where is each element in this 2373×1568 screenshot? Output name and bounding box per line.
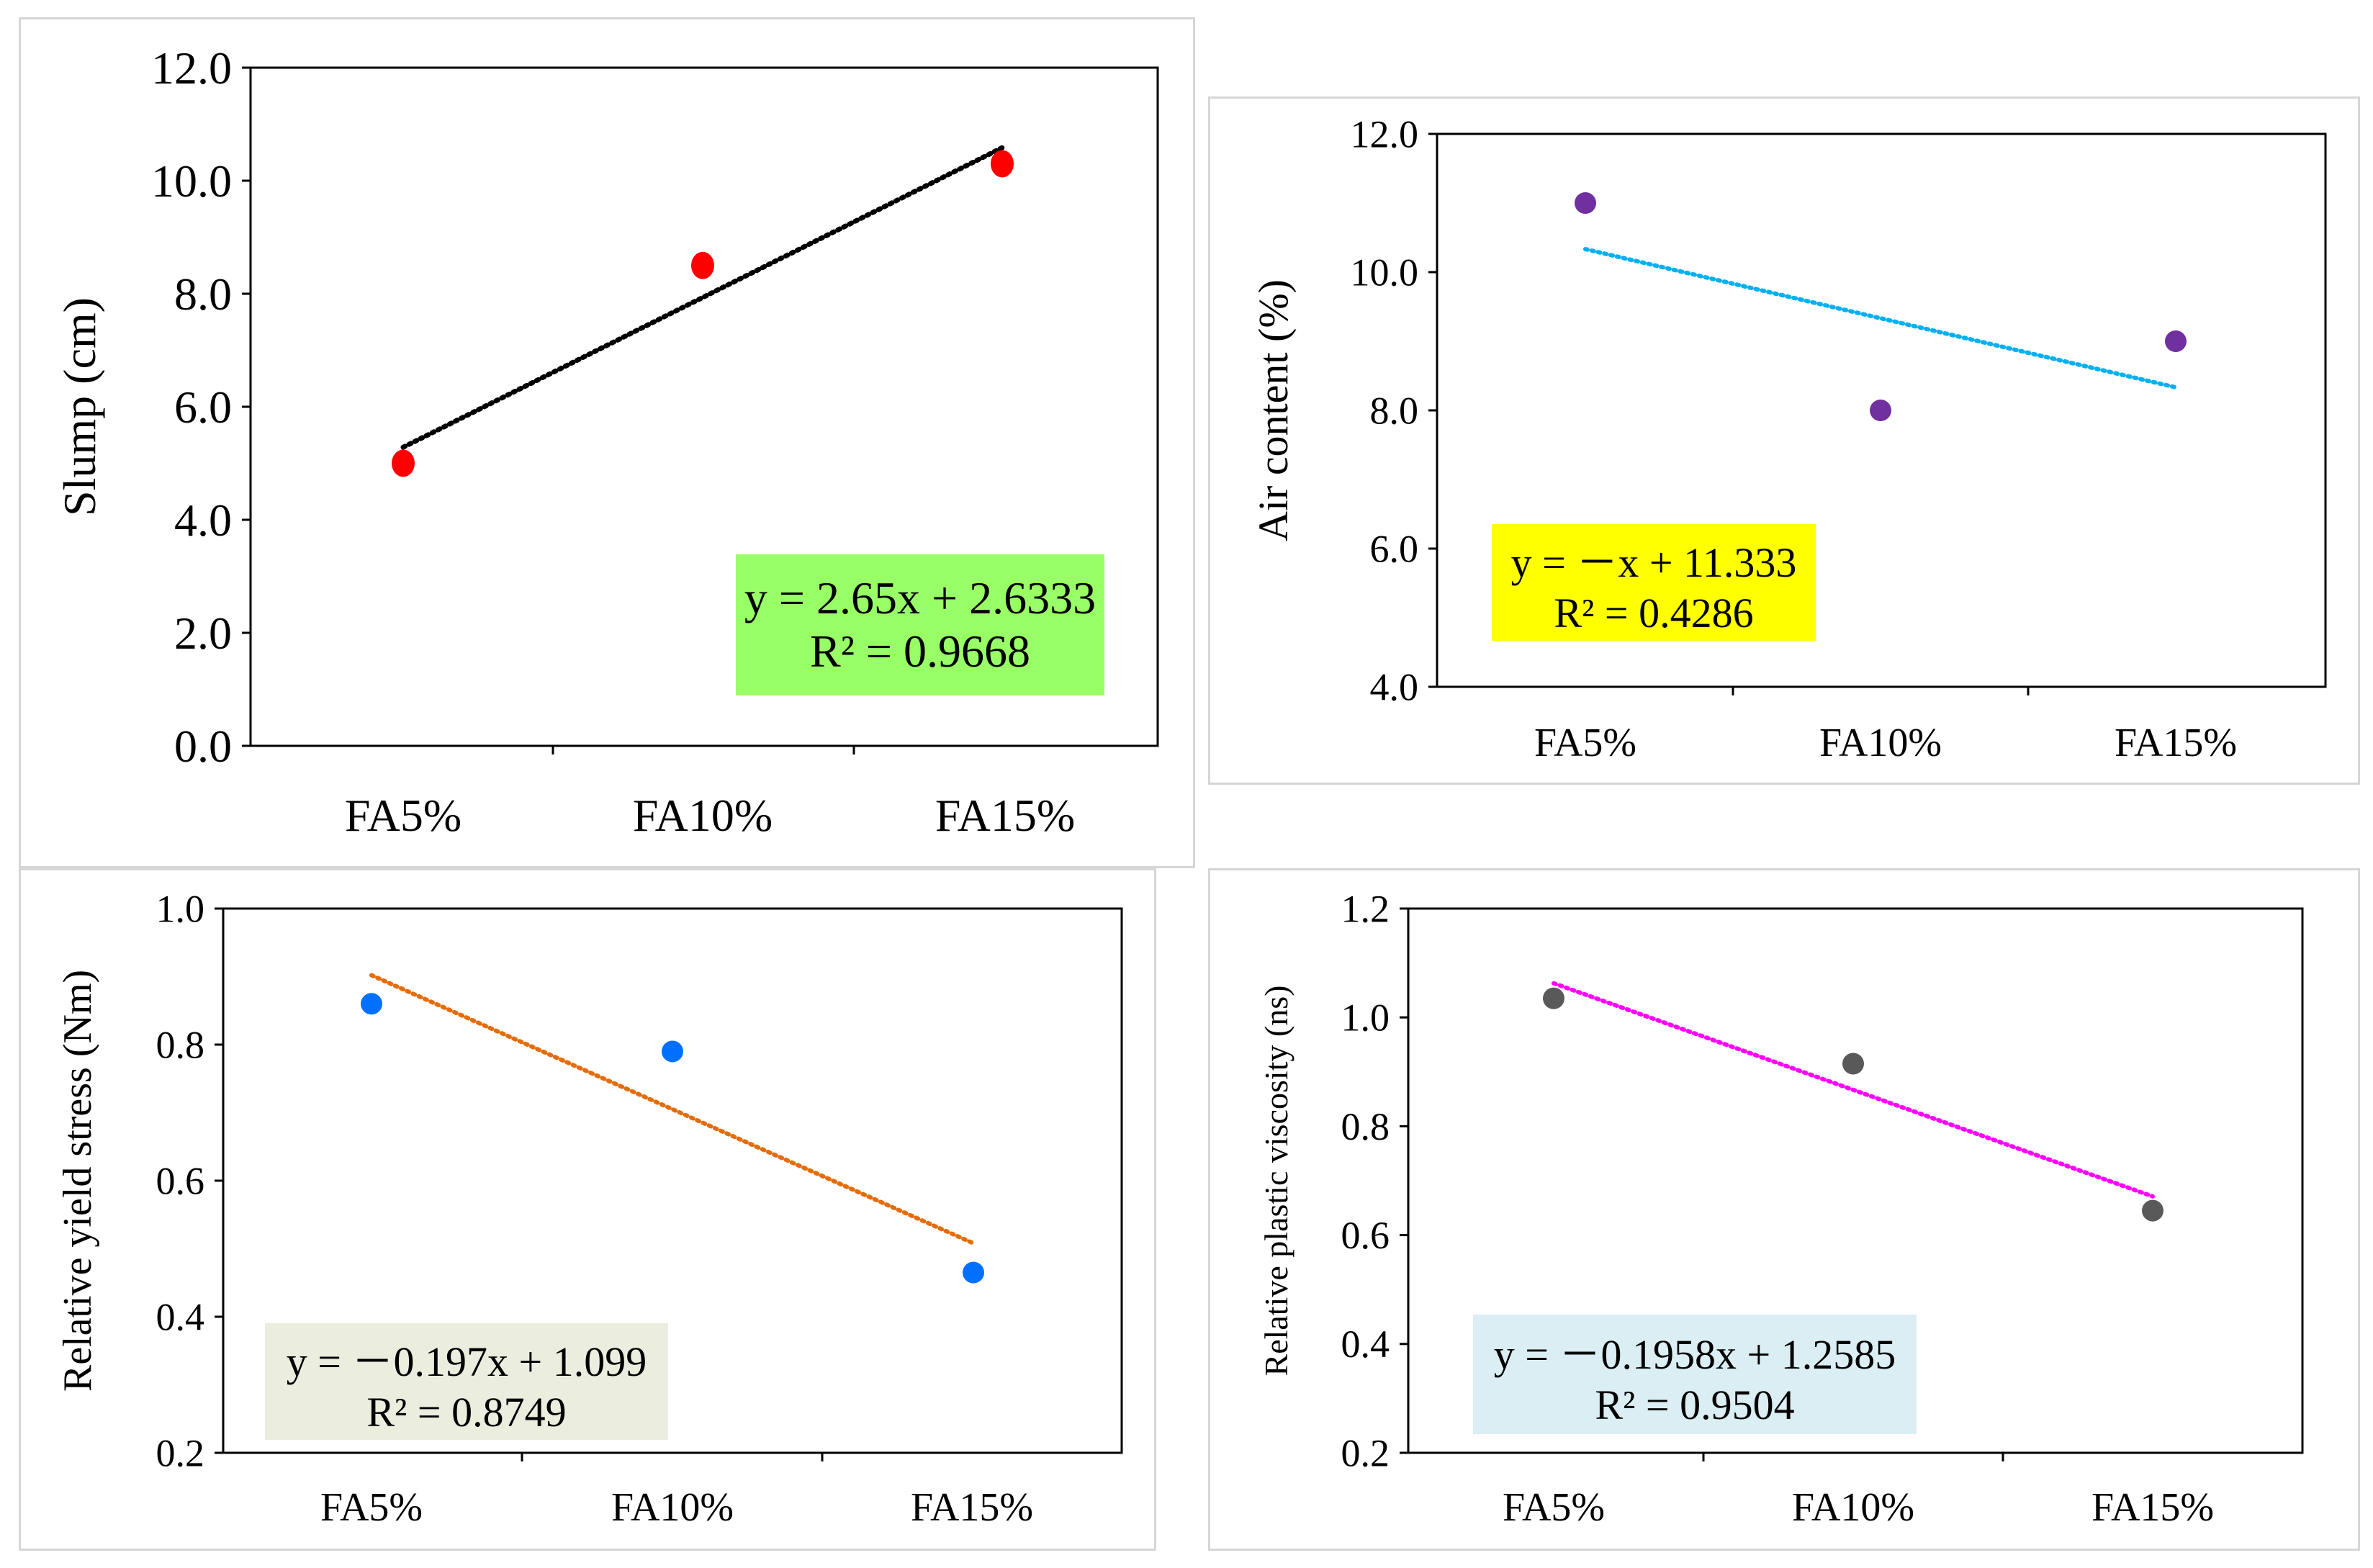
slump-x-category-label: FA15% (935, 790, 1075, 841)
slump-y-tick-label: 2.0 (174, 608, 232, 659)
yield-stress-y-axis-title: Relative yield stress (Nm) (55, 970, 100, 1392)
slump-y-tick-label: 12.0 (151, 42, 232, 94)
slump-y-tick-label: 0.0 (174, 721, 232, 772)
yield-stress-y-tick-label: 0.8 (156, 1023, 205, 1066)
yield-stress-x-category-label: FA5% (320, 1485, 423, 1530)
plastic-viscosity-data-point (1543, 987, 1564, 1009)
slump-x-category-label: FA5% (345, 790, 461, 841)
air-content-data-point (1870, 400, 1891, 421)
slump-x-category-label: FA10% (633, 790, 773, 841)
plastic-viscosity-y-tick-label: 0.8 (1341, 1105, 1390, 1148)
air-content-x-category-label: FA10% (1819, 721, 1942, 765)
plastic-viscosity-chart-panel (1208, 868, 2360, 1551)
plastic-viscosity-plot-area (1407, 907, 2304, 1454)
slump-y-tick-label: 4.0 (174, 495, 232, 546)
air-content-x-category-label: FA15% (2115, 721, 2237, 765)
plastic-viscosity-y-axis-title: Relative plastic viscosity (ns) (1258, 986, 1294, 1376)
slump-y-tick-label: 8.0 (174, 269, 232, 320)
plastic-viscosity-y-tick-label: 1.2 (1341, 887, 1390, 930)
air-content-chart-panel (1208, 96, 2360, 785)
yield-stress-trendline (369, 973, 976, 1245)
air-content-y-tick-label: 8.0 (1370, 389, 1419, 432)
slump-equation-box: y = 2.65x + 2.6333 R² = 0.9668 (736, 554, 1104, 695)
plastic-viscosity-r2: R² = 0.9504 (1595, 1381, 1795, 1428)
plastic-viscosity-trendline (1552, 981, 2155, 1199)
yield-stress-y-tick-label: 0.2 (156, 1431, 205, 1474)
yield-stress-data-point (361, 993, 382, 1015)
air-content-y-tick-label: 10.0 (1351, 251, 1419, 294)
air-content-y-axis-title: Air content (%) (1250, 279, 1297, 541)
yield-stress-equation-box: y = －0.197x + 1.099 R² = 0.8749 (265, 1323, 668, 1440)
air-content-r2: R² = 0.4286 (1554, 589, 1754, 636)
plastic-viscosity-equation-box: y = －0.1958x + 1.2585 R² = 0.9504 (1473, 1315, 1917, 1434)
air-content-y-tick-label: 4.0 (1370, 665, 1419, 708)
slump-y-tick-label: 6.0 (174, 382, 232, 433)
slump-r2: R² = 0.9668 (810, 626, 1030, 677)
air-content-equation-box: y = －x + 11.333 R² = 0.4286 (1492, 524, 1816, 641)
air-content-trendline (1583, 247, 2178, 390)
yield-stress-y-tick-label: 0.6 (156, 1159, 205, 1202)
plastic-viscosity-data-point (2142, 1199, 2163, 1222)
yield-stress-x-category-label: FA15% (911, 1485, 1033, 1530)
slump-equation: y = 2.65x + 2.6333 (744, 572, 1097, 623)
slump-data-point (991, 150, 1014, 178)
air-content-data-point (2165, 330, 2187, 352)
plastic-viscosity-x-category-label: FA15% (2091, 1485, 2214, 1530)
air-content-y-tick-label: 6.0 (1370, 527, 1419, 570)
plastic-viscosity-equation: y = －0.1958x + 1.2585 (1493, 1330, 1896, 1378)
slump-trendline (400, 145, 1005, 450)
yield-stress-equation: y = －0.197x + 1.099 (286, 1338, 647, 1385)
yield-stress-data-point (963, 1261, 984, 1284)
yield-stress-y-tick-label: 0.4 (156, 1295, 205, 1338)
air-content-data-point (1575, 192, 1596, 214)
air-content-equation: y = －x + 11.333 (1510, 539, 1797, 586)
plastic-viscosity-x-category-label: FA10% (1792, 1485, 1914, 1530)
yield-stress-r2: R² = 0.8749 (366, 1388, 567, 1436)
plastic-viscosity-y-tick-label: 0.4 (1341, 1323, 1390, 1366)
slump-y-axis-title: Slump (cm) (54, 297, 105, 516)
plastic-viscosity-data-point (1842, 1053, 1864, 1075)
yield-stress-y-tick-label: 1.0 (156, 887, 205, 930)
plastic-viscosity-y-tick-label: 0.6 (1341, 1214, 1390, 1257)
plastic-viscosity-y-tick-label: 0.2 (1341, 1431, 1390, 1474)
yield-stress-data-point (662, 1040, 683, 1063)
air-content-x-category-label: FA5% (1534, 721, 1636, 765)
slump-data-point (691, 251, 714, 279)
plastic-viscosity-y-tick-label: 1.0 (1341, 996, 1390, 1040)
air-content-y-tick-label: 12.0 (1351, 112, 1419, 156)
yield-stress-x-category-label: FA10% (611, 1485, 734, 1530)
plastic-viscosity-x-category-label: FA5% (1503, 1485, 1605, 1530)
slump-data-point (392, 449, 415, 477)
slump-y-tick-label: 10.0 (151, 156, 232, 207)
